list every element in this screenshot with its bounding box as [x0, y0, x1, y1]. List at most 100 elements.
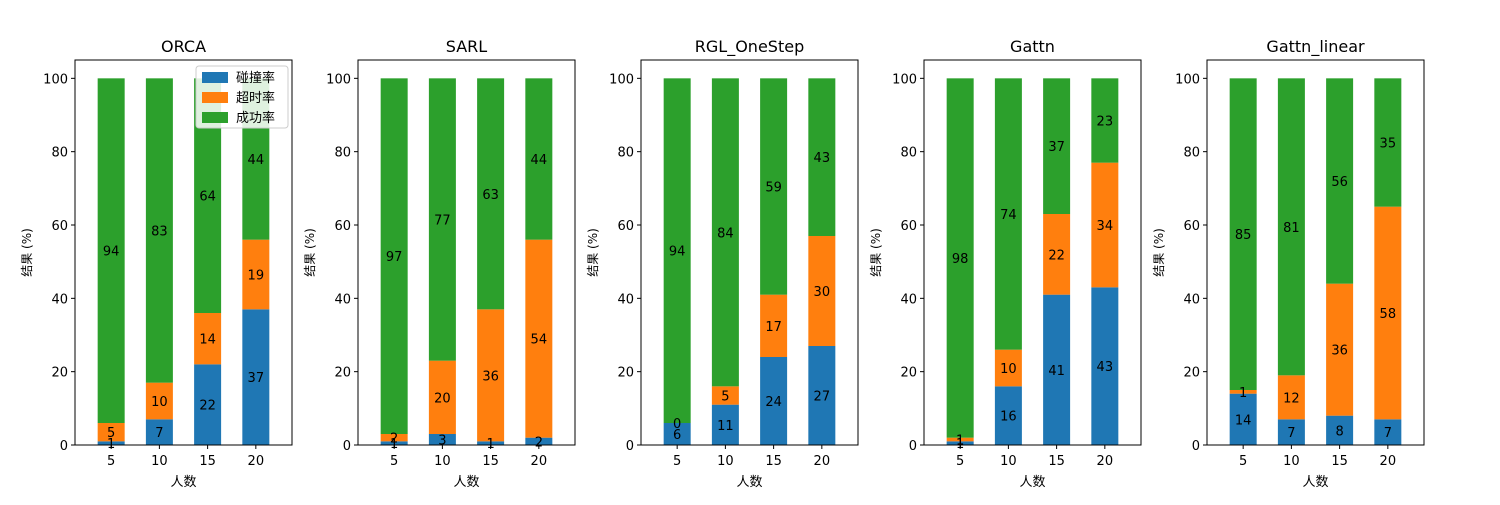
y-tick-label: 60: [51, 219, 68, 234]
x-axis-label: 人数: [736, 475, 762, 490]
data-label: 14: [1235, 413, 1252, 428]
data-label: 36: [482, 369, 499, 384]
y-tick-label: 60: [617, 219, 634, 234]
bar-segment: [1374, 206, 1402, 420]
data-label: 11: [717, 419, 734, 434]
data-label: 59: [765, 181, 782, 196]
data-label: 44: [531, 153, 548, 168]
y-tick-label: 80: [334, 146, 351, 161]
data-label: 16: [1000, 410, 1017, 425]
x-tick-label: 15: [765, 454, 782, 469]
y-tick-label: 0: [343, 439, 351, 454]
data-label: 74: [1000, 208, 1017, 223]
bar-segment: [711, 404, 739, 445]
bar-segment: [1326, 78, 1354, 284]
bar-segment: [1091, 162, 1119, 288]
bar-segment: [97, 441, 125, 445]
y-tick-label: 80: [900, 146, 917, 161]
chart-title: SARL: [446, 37, 488, 56]
data-label: 23: [1097, 115, 1114, 130]
data-label: 5: [107, 426, 115, 441]
x-tick-label: 20: [248, 454, 265, 469]
bar-segment: [711, 78, 739, 387]
y-tick-label: 40: [617, 292, 634, 307]
bar-segment: [1043, 294, 1071, 445]
data-label: 10: [1000, 362, 1017, 377]
data-label: 5: [721, 390, 729, 405]
bar-segment: [145, 78, 173, 383]
y-tick-label: 20: [334, 366, 351, 381]
x-tick-label: 15: [482, 454, 499, 469]
bar-segment: [194, 364, 222, 445]
legend-swatch: [202, 92, 228, 103]
bar-segment: [380, 441, 408, 445]
x-tick-label: 10: [717, 454, 734, 469]
data-label: 85: [1235, 228, 1252, 243]
chart-title: RGL_OneStep: [695, 37, 804, 57]
x-tick-label: 5: [390, 454, 398, 469]
data-label: 22: [199, 399, 216, 414]
bar-segment: [380, 78, 408, 434]
data-label: 58: [1380, 307, 1397, 322]
y-tick-label: 100: [326, 72, 351, 87]
data-label: 20: [434, 391, 451, 406]
y-tick-label: 20: [900, 366, 917, 381]
data-label: 43: [814, 151, 831, 166]
data-label: 63: [482, 188, 499, 203]
x-tick-label: 15: [199, 454, 216, 469]
y-axis-label: 结果 (%): [586, 228, 600, 277]
bar-segment: [1229, 390, 1257, 394]
bar-segment: [946, 437, 974, 442]
data-label: 56: [1331, 175, 1348, 190]
x-tick-label: 5: [956, 454, 964, 469]
bar-segment: [428, 434, 456, 445]
data-label: 0: [673, 417, 681, 432]
bar-segment: [1277, 78, 1305, 376]
y-tick-label: 40: [334, 292, 351, 307]
bar-segment: [760, 294, 788, 357]
x-tick-label: 5: [107, 454, 115, 469]
plot-frame: [640, 59, 859, 446]
y-tick-label: 60: [334, 219, 351, 234]
bar-segment: [994, 349, 1022, 387]
data-label: 97: [386, 250, 403, 265]
bar-segment: [994, 386, 1022, 445]
y-axis-label: 结果 (%): [1152, 228, 1166, 277]
bar-segment: [663, 78, 691, 423]
bar-segment: [525, 437, 553, 445]
data-label: 10: [151, 395, 168, 410]
y-tick-label: 20: [617, 366, 634, 381]
y-tick-label: 60: [1183, 219, 1200, 234]
bar-segment: [808, 346, 836, 445]
bar-segment: [242, 309, 270, 445]
data-label: 1: [1239, 386, 1247, 401]
x-axis-label: 人数: [1019, 475, 1045, 490]
bar-segment: [242, 239, 270, 310]
data-label: 30: [814, 285, 831, 300]
data-label: 2: [535, 435, 543, 450]
data-label: 6: [673, 428, 681, 443]
x-tick-label: 10: [1000, 454, 1017, 469]
data-label: 14: [199, 333, 216, 348]
bar-segment: [1374, 78, 1402, 207]
bar-segment: [1043, 214, 1071, 295]
data-label: 7: [1384, 426, 1392, 441]
y-tick-label: 100: [1175, 72, 1200, 87]
y-axis-label: 结果 (%): [303, 228, 317, 277]
x-tick-label: 10: [1283, 454, 1300, 469]
data-label: 54: [531, 333, 548, 348]
x-axis-label: 人数: [1302, 475, 1328, 490]
y-tick-label: 40: [51, 292, 68, 307]
y-tick-label: 80: [51, 146, 68, 161]
bar-segment: [194, 313, 222, 365]
legend-label: 超时率: [236, 90, 275, 106]
data-label: 37: [1048, 140, 1065, 155]
bar-segment: [477, 309, 505, 442]
data-label: 35: [1380, 137, 1397, 152]
chart-title: Gattn_linear: [1266, 37, 1365, 57]
data-label: 17: [765, 320, 782, 335]
bar-segment: [428, 360, 456, 434]
data-label: 84: [717, 226, 734, 241]
